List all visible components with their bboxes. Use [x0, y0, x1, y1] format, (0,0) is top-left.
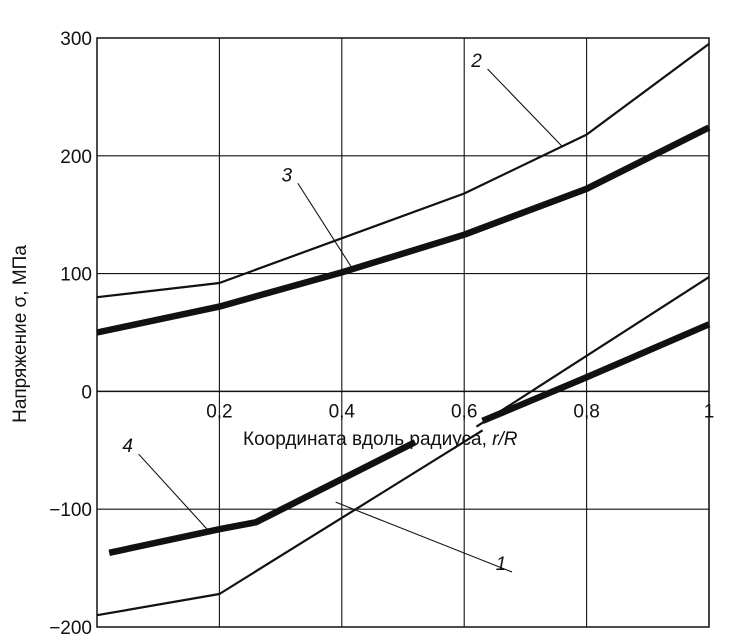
y-tick-label: 100 — [60, 265, 92, 286]
x-tick-label: 0,6 — [451, 401, 477, 422]
y-tick-label: −200 — [49, 618, 92, 639]
series-1-label: 1 — [496, 554, 507, 575]
x-tick-label: 0,8 — [573, 401, 599, 422]
x-axis-label-var: r/R — [492, 429, 518, 450]
series-1-line — [475, 276, 710, 428]
series-2-leader — [487, 68, 563, 147]
series-3-line — [96, 124, 711, 336]
y-tick-label: −100 — [49, 500, 92, 521]
x-axis-label: Координата вдоль радиуса, r/R — [243, 429, 518, 450]
series-1-line — [96, 429, 484, 617]
series-4-line — [108, 439, 417, 556]
x-axis-label-text: Координата вдоль радиуса, — [243, 429, 492, 450]
tick-labels: 0,2 0,4 0,6 0,8 1 300 200 100 0 −100 −200 — [49, 29, 714, 639]
series-3-leader — [297, 182, 355, 272]
x-tick-label: 0,4 — [329, 401, 356, 422]
series-1-leader — [335, 501, 513, 573]
curves — [96, 43, 711, 617]
series-4-label: 4 — [122, 436, 133, 457]
y-tick-label: 0 — [81, 382, 92, 403]
x-tick-label: 1 — [704, 401, 715, 422]
series-4-leader — [138, 453, 208, 530]
y-tick-label: 300 — [60, 29, 92, 50]
y-axis-label: Напряжение σ, МПа — [10, 245, 31, 423]
series-3-line — [481, 321, 711, 424]
series-3-label: 3 — [282, 165, 293, 186]
series-2-line — [96, 43, 710, 299]
curve-labels: 1 2 3 4 — [122, 51, 563, 575]
x-tick-label: 0,2 — [206, 401, 232, 422]
series-2-label: 2 — [470, 51, 482, 72]
y-tick-label: 200 — [60, 147, 92, 168]
